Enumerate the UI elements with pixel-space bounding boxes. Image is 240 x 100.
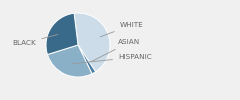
Wedge shape (74, 13, 110, 72)
Text: BLACK: BLACK (13, 34, 58, 46)
Wedge shape (48, 45, 92, 77)
Text: ASIAN: ASIAN (91, 39, 140, 62)
Wedge shape (78, 45, 96, 74)
Text: HISPANIC: HISPANIC (72, 54, 152, 64)
Wedge shape (46, 13, 78, 55)
Text: WHITE: WHITE (100, 22, 143, 37)
